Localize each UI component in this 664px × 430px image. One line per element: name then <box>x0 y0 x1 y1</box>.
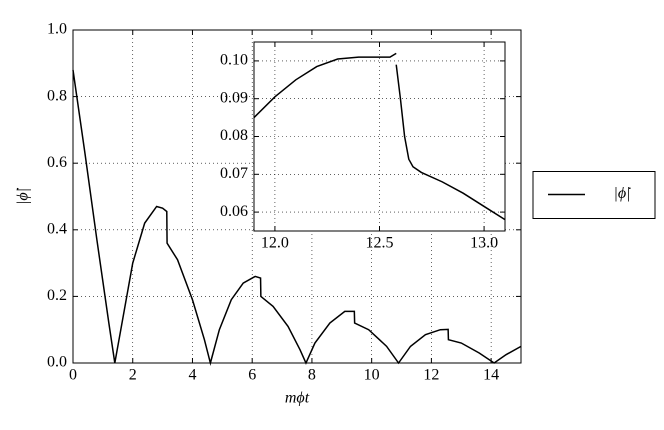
data-line <box>72 69 522 366</box>
x-tick-label: 0 <box>69 367 77 384</box>
y-tick-label: 1.0 <box>47 21 67 38</box>
x-tick-label: 8 <box>308 367 316 384</box>
y-tick-label: 0.0 <box>47 354 67 371</box>
axes-frame <box>253 41 506 232</box>
y-tick-label: 0.07 <box>220 165 248 182</box>
y-axis-label: |ϕ̇| <box>15 187 32 205</box>
x-axis-label: mϕt <box>285 390 310 407</box>
data-line <box>253 52 506 221</box>
x-tick-label: 12.0 <box>261 235 289 252</box>
axes-frame <box>72 29 522 364</box>
plot-area <box>254 42 505 231</box>
x-tick-label: 12.5 <box>366 235 394 252</box>
x-tick-label: 14 <box>483 367 499 384</box>
x-tick-label: 6 <box>248 367 256 384</box>
x-tick-label: 13.0 <box>470 235 498 252</box>
x-tick-label: 12 <box>423 367 439 384</box>
legend-label: |ϕ̇| <box>613 185 631 202</box>
y-tick-label: 0.6 <box>47 154 67 171</box>
y-tick-label: 0.08 <box>220 127 248 144</box>
x-tick-label: 2 <box>129 367 137 384</box>
legend-box <box>532 171 656 219</box>
y-tick-label: 0.8 <box>47 87 67 104</box>
x-tick-label: 4 <box>188 367 196 384</box>
y-tick-label: 0.09 <box>220 89 248 106</box>
x-tick-label: 10 <box>364 367 380 384</box>
y-tick-label: 0.2 <box>47 287 67 304</box>
y-tick-label: 0.10 <box>220 52 248 69</box>
y-tick-label: 0.06 <box>220 203 248 220</box>
y-tick-label: 0.4 <box>47 220 67 237</box>
